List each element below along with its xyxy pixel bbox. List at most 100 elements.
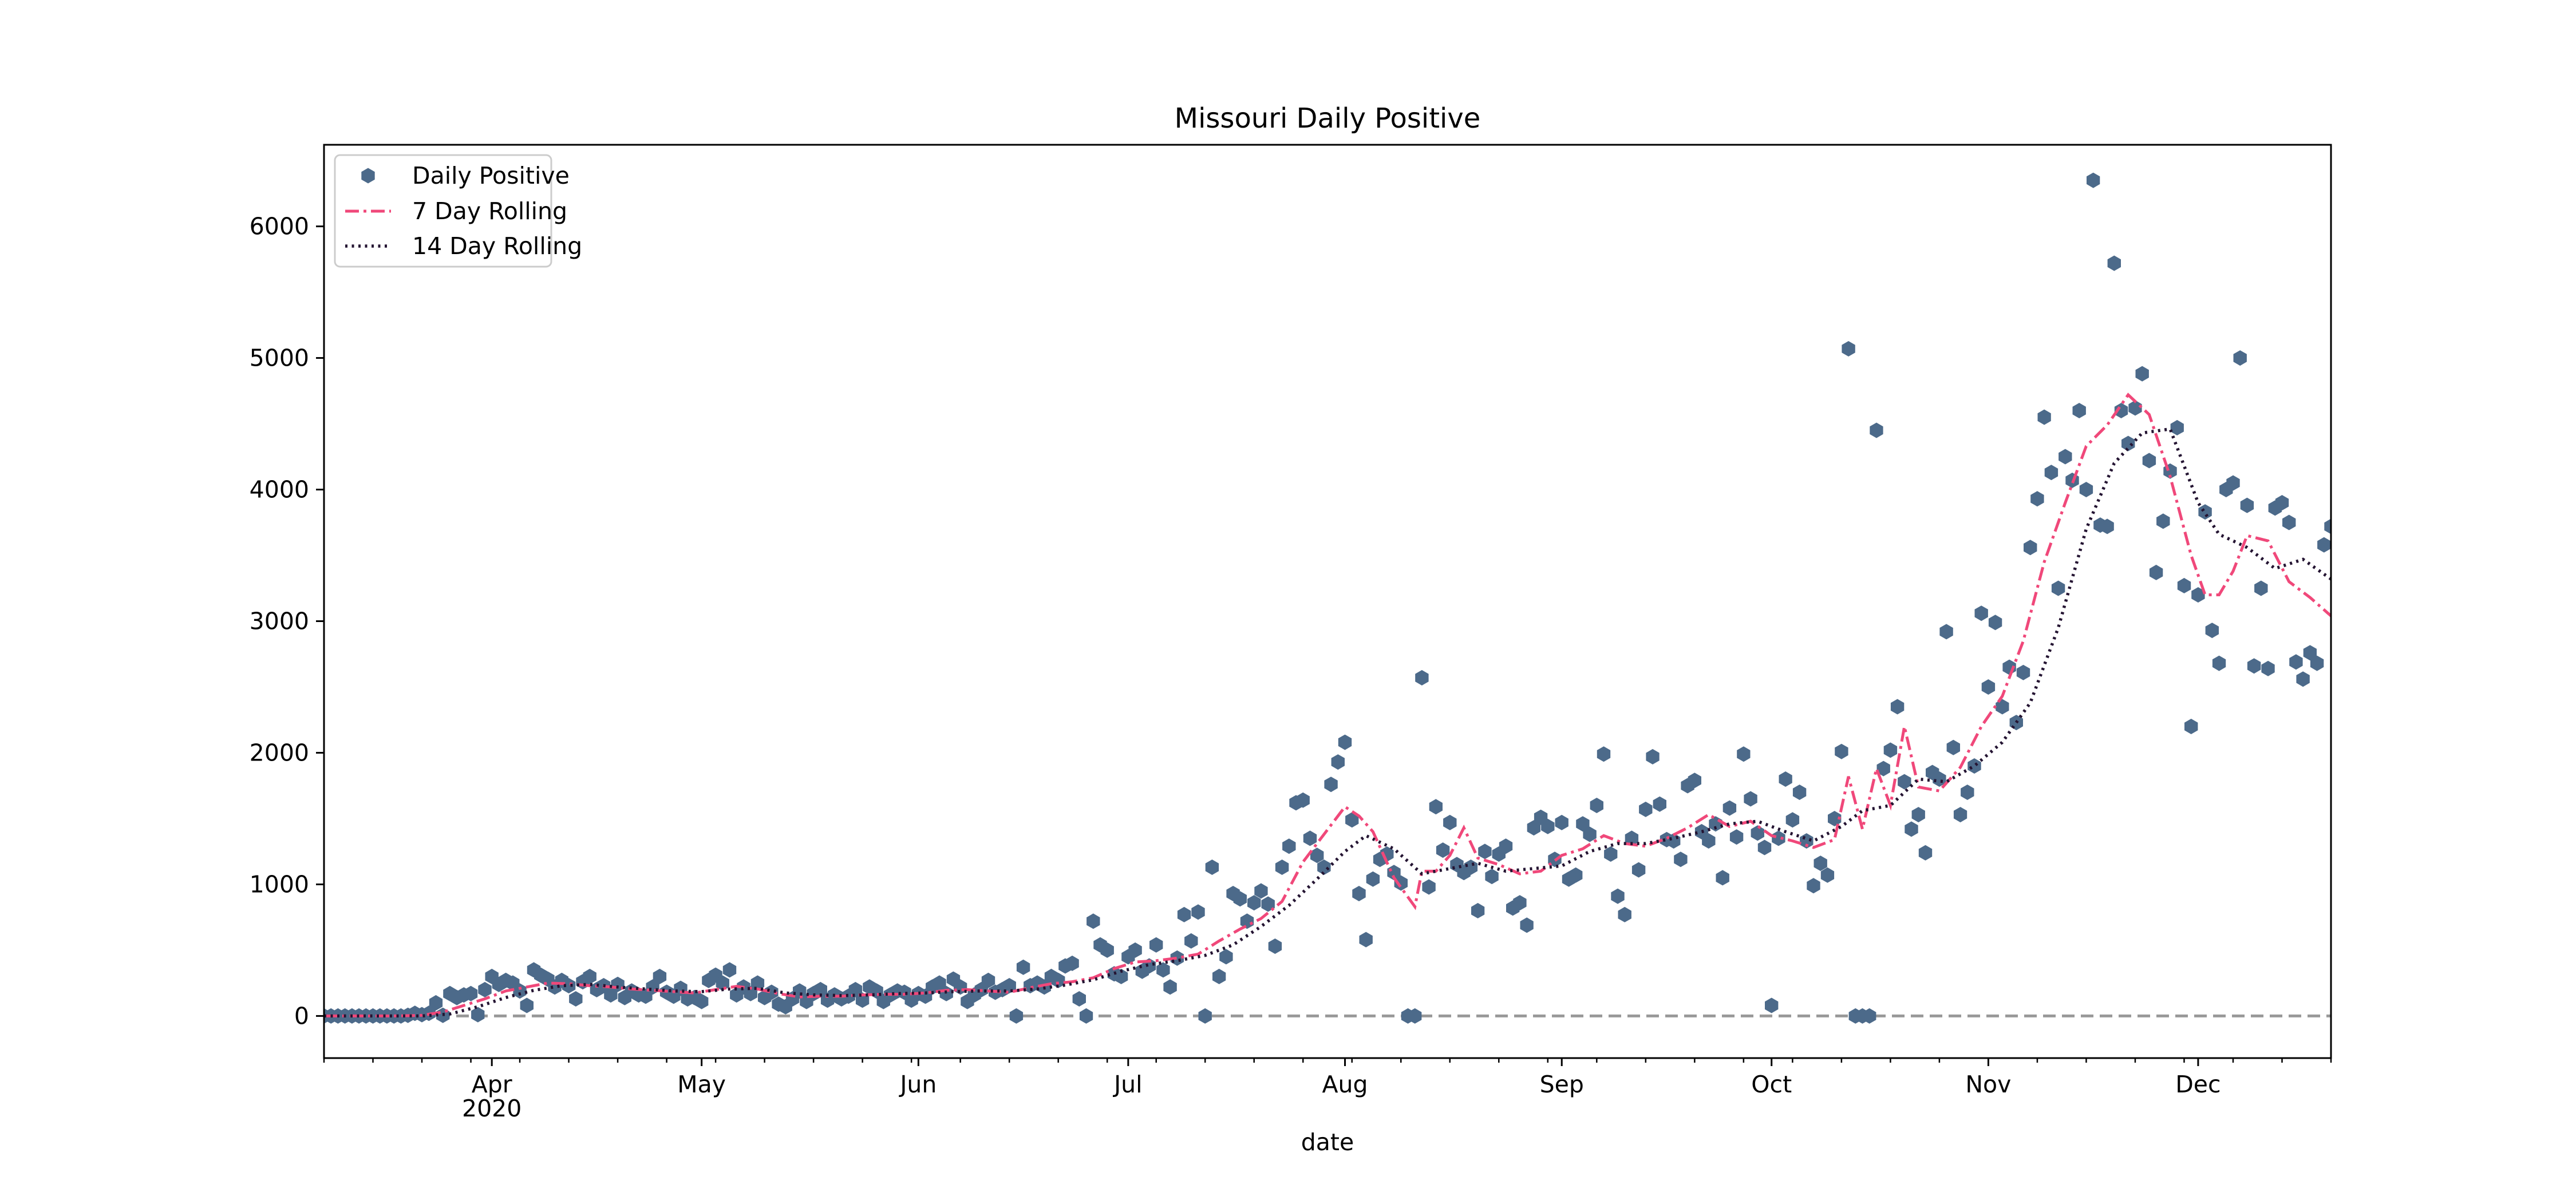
y-tick-label: 2000 — [250, 739, 309, 766]
data-point-daily-positive — [1065, 955, 1079, 971]
data-point-daily-positive — [1527, 820, 1541, 836]
data-point-daily-positive — [1953, 807, 1967, 823]
data-point-daily-positive — [1576, 816, 1590, 832]
data-point-daily-positive — [1212, 968, 1226, 984]
data-point-daily-positive — [1114, 968, 1128, 984]
data-point-daily-positive — [1807, 878, 1820, 894]
data-point-daily-positive — [1275, 860, 1289, 875]
data-point-daily-positive — [2324, 518, 2331, 534]
data-point-daily-positive — [2142, 453, 2156, 469]
data-point-daily-positive — [1324, 777, 1338, 793]
data-point-daily-positive — [562, 978, 576, 993]
data-point-daily-positive — [1247, 895, 1261, 911]
data-point-daily-positive — [1883, 742, 1898, 758]
data-point-daily-positive — [1394, 875, 1408, 891]
data-point-daily-positive — [1177, 906, 1191, 922]
data-point-daily-positive — [464, 985, 478, 1001]
data-point-daily-positive — [1303, 830, 1317, 846]
data-point-daily-positive — [2037, 409, 2051, 425]
data-point-daily-positive — [2310, 655, 2324, 671]
x-axis-label: date — [1301, 1128, 1354, 1156]
data-point-daily-positive — [2100, 518, 2114, 534]
data-point-daily-positive — [1974, 605, 1988, 621]
data-point-daily-positive — [1890, 699, 1905, 715]
data-point-daily-positive — [1722, 800, 1737, 816]
data-point-daily-positive — [1751, 825, 1764, 841]
x-tick-label: Jul — [1112, 1071, 1142, 1098]
data-point-daily-positive — [1198, 1008, 1212, 1024]
y-tick-label: 5000 — [250, 344, 309, 372]
data-point-daily-positive — [1254, 883, 1268, 899]
data-point-daily-positive — [2317, 537, 2331, 553]
y-tick-label: 3000 — [250, 607, 309, 635]
data-point-daily-positive — [1184, 933, 1198, 949]
data-point-daily-positive — [1310, 847, 1324, 864]
data-point-daily-positive — [2212, 655, 2226, 671]
data-point-daily-positive — [1268, 938, 1282, 954]
x-tick-label: Nov — [1965, 1071, 2011, 1098]
data-point-daily-positive — [1757, 839, 1772, 856]
data-point-daily-positive — [1653, 796, 1666, 812]
data-point-daily-positive — [1233, 891, 1247, 907]
data-point-daily-positive — [1918, 845, 1933, 861]
data-point-daily-positive — [1072, 991, 1086, 1007]
data-point-daily-positive — [1996, 699, 2009, 715]
x-tick-label: Apr — [472, 1071, 512, 1098]
data-point-daily-positive — [981, 972, 995, 988]
data-point-daily-positive — [1898, 774, 1911, 790]
data-point-daily-positive — [2087, 172, 2100, 188]
data-point-daily-positive — [2296, 671, 2310, 687]
data-point-daily-positive — [695, 993, 709, 1009]
data-point-daily-positive — [2282, 514, 2296, 530]
data-point-daily-positive — [2345, 600, 2358, 616]
data-point-daily-positive — [1464, 860, 1478, 875]
data-point-daily-positive — [1499, 838, 1513, 854]
data-point-daily-positive — [1016, 959, 1030, 975]
y-tick-label: 0 — [294, 1002, 309, 1029]
data-point-daily-positive — [2059, 449, 2072, 465]
data-point-daily-positive — [1338, 734, 1352, 750]
data-point-daily-positive — [1737, 746, 1751, 762]
data-point-daily-positive — [722, 962, 737, 978]
data-point-daily-positive — [1828, 811, 1842, 826]
data-point-daily-positive — [2275, 495, 2289, 510]
data-point-daily-positive — [848, 981, 863, 997]
data-point-daily-positive — [1967, 758, 1981, 774]
data-point-daily-positive — [1597, 746, 1611, 762]
data-point-daily-positive — [1729, 829, 1744, 845]
data-point-daily-positive — [1792, 785, 1807, 800]
legend-label-14-day-rolling: 14 Day Rolling — [412, 232, 582, 260]
data-point-daily-positive — [1625, 830, 1639, 846]
legend-label-daily-positive: Daily Positive — [412, 162, 570, 189]
data-point-daily-positive — [1785, 812, 1800, 828]
data-point-daily-positive — [2205, 623, 2219, 639]
data-point-daily-positive — [1240, 913, 1254, 929]
data-point-daily-positive — [1282, 838, 1296, 854]
data-point-daily-positive — [1765, 997, 1779, 1013]
data-point-daily-positive — [2135, 366, 2149, 382]
data-point-daily-positive — [1618, 906, 1631, 922]
data-point-daily-positive — [1946, 739, 1960, 755]
data-point-daily-positive — [1052, 972, 1065, 988]
data-point-daily-positive — [1156, 962, 1170, 978]
data-point-daily-positive — [1631, 862, 1646, 878]
plot-area — [324, 172, 2358, 1024]
series-14-day-rolling-line — [324, 427, 2331, 1018]
series-daily-positive — [324, 172, 2358, 1024]
data-point-daily-positive — [1905, 821, 1918, 837]
legend-label-7-day-rolling: 7 Day Rolling — [412, 197, 567, 225]
data-point-daily-positive — [2198, 504, 2212, 520]
y-tick-label: 1000 — [250, 870, 309, 898]
data-point-daily-positive — [1359, 932, 1373, 948]
data-point-daily-positive — [2247, 658, 2261, 674]
y-axis: 0 1000 2000 3000 4000 5000 6000 — [250, 213, 324, 1029]
data-point-daily-positive — [2289, 654, 2303, 670]
data-point-daily-positive — [1331, 754, 1345, 770]
data-point-daily-positive — [1422, 879, 1436, 895]
data-point-daily-positive — [1814, 856, 1827, 872]
x-tick-sublabel: 2020 — [462, 1095, 521, 1122]
data-point-daily-positive — [1646, 748, 1660, 765]
data-point-daily-positive — [2030, 491, 2044, 507]
